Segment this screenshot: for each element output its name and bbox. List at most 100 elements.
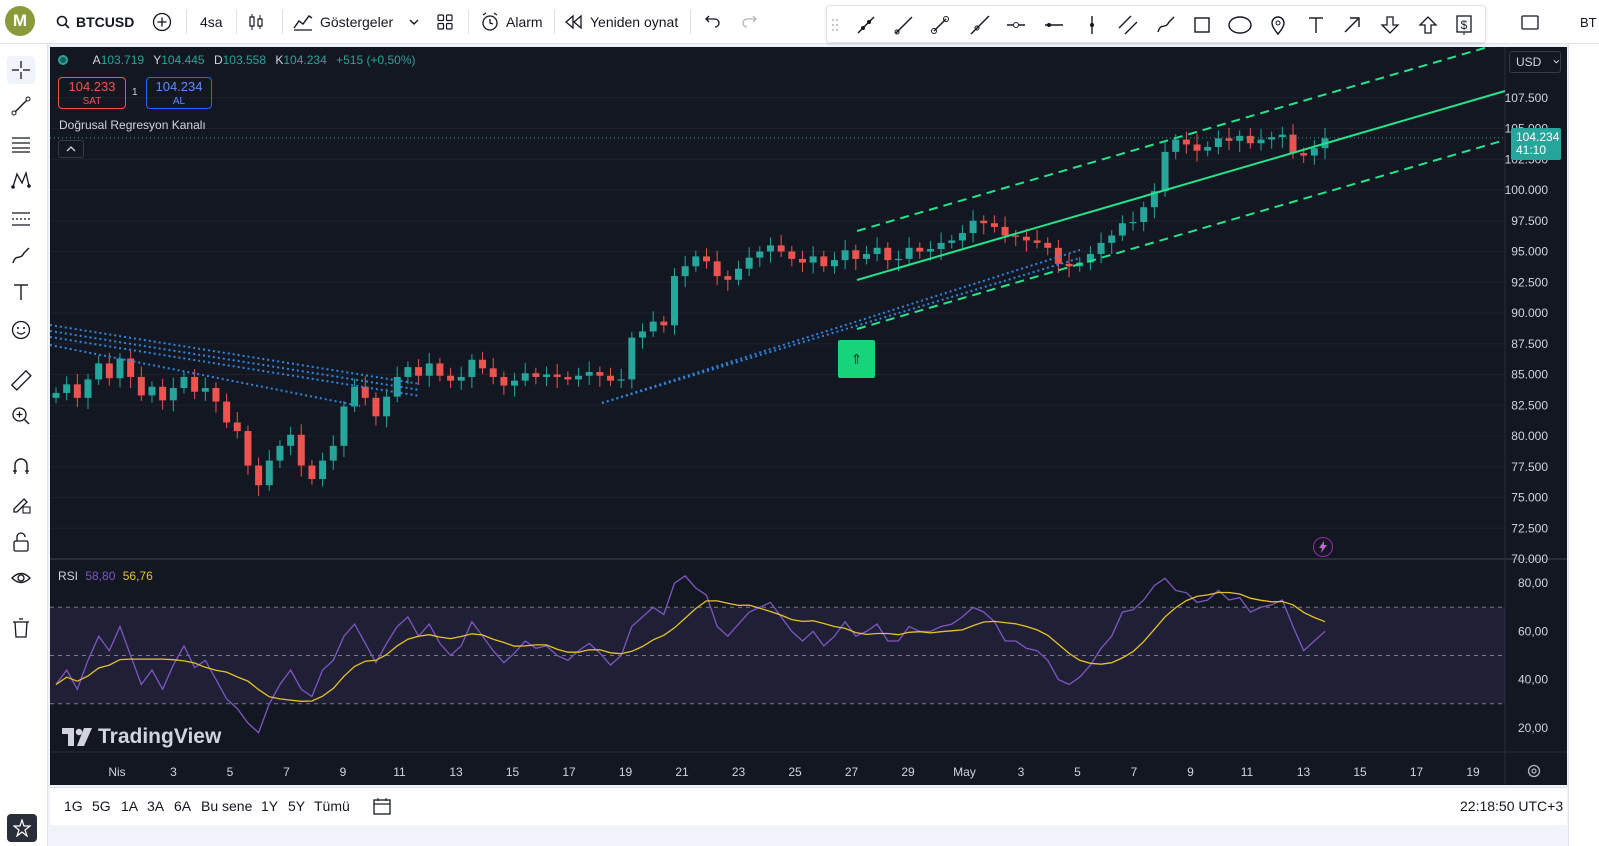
candle-body	[457, 376, 465, 381]
rectangle-tool-icon[interactable]	[1189, 12, 1215, 38]
crosshair-icon	[12, 61, 30, 79]
trend-line-tool[interactable]	[7, 92, 35, 120]
pattern-tool[interactable]	[7, 166, 35, 194]
user-avatar[interactable]: M	[5, 6, 35, 36]
magnet-tool[interactable]	[7, 452, 35, 480]
brush-tool[interactable]	[7, 242, 35, 270]
range-button[interactable]: 1G	[64, 798, 83, 814]
collapse-legend-button[interactable]	[58, 140, 84, 158]
range-button[interactable]: 6A	[174, 798, 192, 814]
price-label-tool-icon[interactable]: $	[1451, 12, 1477, 38]
arrow-up-tool-icon[interactable]	[1415, 12, 1441, 38]
currency-label: USD	[1516, 55, 1542, 69]
goto-date-button[interactable]	[372, 796, 392, 821]
symbol-search[interactable]: BTCUSD	[56, 0, 134, 44]
range-button[interactable]: 3A	[147, 798, 165, 814]
event-marker[interactable]	[1313, 537, 1333, 557]
study-label[interactable]: Doğrusal Regresyon Kanalı	[59, 118, 206, 132]
measure-tool[interactable]	[7, 366, 35, 394]
candle-body	[734, 268, 742, 280]
search-icon	[56, 15, 70, 29]
arrow-tool-icon[interactable]	[1339, 12, 1365, 38]
brush-icon	[12, 247, 30, 264]
chart-type-button[interactable]	[246, 0, 266, 44]
buy-signal-marker[interactable]: ⇑	[838, 340, 875, 378]
gear-icon	[1527, 764, 1541, 778]
text-tool[interactable]	[7, 278, 35, 306]
brush-tool-icon[interactable]	[1153, 12, 1179, 38]
pattern-icon	[11, 170, 31, 189]
ruler-icon	[10, 369, 32, 391]
rewind-icon	[565, 14, 582, 30]
interval-button[interactable]: 4sa	[200, 14, 223, 30]
candle-body	[607, 375, 615, 381]
parallel-channel-tool-icon[interactable]	[1115, 12, 1141, 38]
drag-handle-icon[interactable]	[829, 12, 841, 38]
range-button[interactable]: Bu sene	[201, 798, 253, 814]
favorites-tool[interactable]	[7, 814, 37, 842]
fib-tool[interactable]	[7, 130, 35, 158]
time-tick-label: 3	[170, 765, 177, 779]
fullscreen-button[interactable]	[1520, 0, 1540, 44]
candle-body	[575, 375, 583, 380]
candle-body	[180, 376, 188, 389]
buy-button[interactable]: 104.234 AL	[146, 77, 212, 109]
alert-button[interactable]: Alarm	[480, 0, 543, 44]
projection-tool[interactable]	[7, 204, 35, 232]
arrow-down-tool-icon[interactable]	[1377, 12, 1403, 38]
candle-body	[116, 358, 124, 379]
time-tick-label: 3	[1018, 765, 1025, 779]
candle-body	[1065, 263, 1073, 267]
compare-button[interactable]	[152, 0, 172, 44]
stay-drawing-tool[interactable]	[7, 490, 35, 518]
lock-drawings-tool[interactable]	[7, 528, 35, 556]
vertical-line-tool-icon[interactable]	[1079, 12, 1105, 38]
ellipse-tool-icon[interactable]	[1227, 12, 1253, 38]
horizontal-line-tool-icon[interactable]	[1041, 12, 1067, 38]
extended-line-tool-icon[interactable]	[967, 12, 993, 38]
range-button[interactable]: 5G	[92, 798, 111, 814]
high-label: Y	[153, 53, 162, 67]
layouts-button[interactable]	[436, 0, 454, 44]
candle-body	[319, 460, 327, 480]
rsi-tick-label: 20,00	[1518, 721, 1548, 735]
range-button[interactable]: 1A	[121, 798, 139, 814]
range-button[interactable]: 5Y	[288, 798, 306, 814]
candle-body	[564, 376, 572, 380]
range-button[interactable]: Tümü	[314, 798, 350, 814]
undo-button[interactable]	[704, 0, 722, 44]
location-pin-icon[interactable]	[1265, 12, 1291, 38]
candle-body	[276, 445, 284, 461]
chart-pane[interactable]: 107.500105.000102.500100.00097.50095.000…	[50, 47, 1567, 785]
chart-canvas[interactable]: 107.500105.000102.500100.00097.50095.000…	[50, 47, 1567, 785]
zoom-tool[interactable]	[7, 402, 35, 430]
hide-drawings-tool[interactable]	[7, 564, 35, 592]
indicators-button[interactable]: Göstergeler	[292, 0, 393, 44]
currency-select[interactable]: USD	[1509, 51, 1561, 73]
remove-drawings-tool[interactable]	[7, 614, 35, 642]
emoji-tool[interactable]	[7, 316, 35, 344]
crosshair-tool[interactable]	[7, 56, 35, 84]
redo-icon	[742, 15, 757, 28]
text-tool-icon[interactable]	[1303, 12, 1329, 38]
price-tick-label: 85.000	[1511, 368, 1548, 382]
sell-button[interactable]: 104.233 SAT	[58, 77, 126, 109]
candle-body	[873, 247, 881, 254]
clock[interactable]: 22:18:50 UTC+3	[1460, 798, 1564, 814]
rsi-ma-value: 56,76	[122, 569, 153, 583]
redo-button[interactable]	[740, 0, 758, 44]
horizontal-ray-tool-icon[interactable]	[1003, 12, 1029, 38]
ray-tool-icon[interactable]	[891, 12, 917, 38]
info-line-tool-icon[interactable]	[927, 12, 953, 38]
candle-body	[351, 386, 359, 407]
replay-button[interactable]: Yeniden oynat	[564, 0, 678, 44]
text-icon	[14, 284, 28, 300]
indicators-dropdown[interactable]	[408, 0, 420, 44]
candle-body	[1150, 191, 1158, 208]
trend-line-tool-icon[interactable]	[853, 12, 879, 38]
range-button[interactable]: 1Y	[261, 798, 279, 814]
candle-body	[671, 276, 679, 326]
candle-body	[52, 392, 60, 398]
axis-settings-button[interactable]	[1526, 763, 1542, 784]
candle-body	[617, 379, 625, 381]
